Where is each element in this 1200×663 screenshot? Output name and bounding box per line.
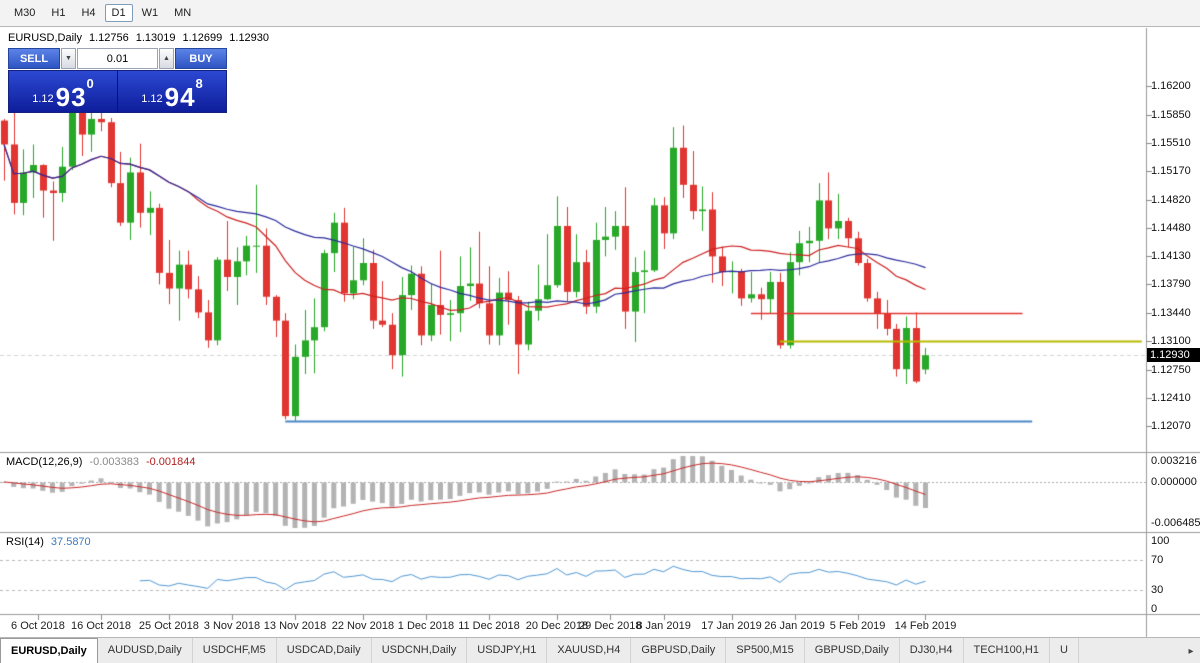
caret-up-icon: ▲ <box>163 55 170 62</box>
close-value: 1.12930 <box>229 32 270 44</box>
chart-tab-bar: EURUSD,Daily AUDUSD,Daily USDCHF,M5 USDCAD,… <box>0 637 1200 663</box>
chart-tab-tech100-h1[interactable]: TECH100,H1 <box>964 638 1050 663</box>
macd-name: MACD(12,26,9) <box>6 456 83 468</box>
buy-button[interactable]: BUY <box>175 48 227 69</box>
chart-tab-usdchf-m5[interactable]: USDCHF,M5 <box>193 638 277 663</box>
buy-price-sup: 8 <box>195 76 203 91</box>
tab-scroll-right-button[interactable]: ▸ <box>1183 642 1199 660</box>
sell-button[interactable]: SELL <box>8 48 60 69</box>
timeframe-button-mn[interactable]: MN <box>167 4 198 22</box>
rsi-value: 37.5870 <box>50 536 91 548</box>
chart-tab-gbpusd-daily[interactable]: GBPUSD,Daily <box>805 638 900 663</box>
chart-tab-sp500-m15[interactable]: SP500,M15 <box>726 638 805 663</box>
low-value: 1.12699 <box>182 32 223 44</box>
buy-price-prefix: 1.12 <box>141 93 163 105</box>
chart-ohlc-header: EURUSD,Daily 1.12756 1.13019 1.12699 1.1… <box>8 32 269 44</box>
trade-prices-row: 1.12 93 0 1.12 94 8 <box>8 70 227 113</box>
sell-price-big: 93 <box>55 82 87 112</box>
chart-tab-gbpusd-daily[interactable]: GBPUSD,Daily <box>631 638 727 663</box>
timeframe-button-w1[interactable]: W1 <box>135 4 166 22</box>
one-click-trading-panel: SELL ▼ ▲ BUY 1.12 93 0 1.12 94 8 <box>8 48 227 113</box>
chart-tab-usdcnh-daily[interactable]: USDCNH,Daily <box>372 638 468 663</box>
volume-increase-button[interactable]: ▲ <box>159 48 174 69</box>
open-value: 1.12756 <box>88 32 129 44</box>
rsi-name: RSI(14) <box>6 536 44 548</box>
macd-signal-value: -0.001844 <box>145 456 196 468</box>
timeframe-button-d1[interactable]: D1 <box>104 4 133 22</box>
sell-price-prefix: 1.12 <box>32 93 54 105</box>
timeframe-button-h4[interactable]: H4 <box>74 4 102 22</box>
buy-price-big: 94 <box>164 82 196 112</box>
chart-tab-eurusd-daily[interactable]: EURUSD,Daily <box>0 638 98 663</box>
chart-symbol-label: EURUSD,Daily <box>8 32 82 44</box>
sell-price-sup: 0 <box>86 76 94 91</box>
chart-tab-usdcad-daily[interactable]: USDCAD,Daily <box>277 638 372 663</box>
high-value: 1.13019 <box>135 32 176 44</box>
macd-indicator-label: MACD(12,26,9) -0.003383 -0.001844 <box>6 456 196 468</box>
sell-price-display[interactable]: 1.12 93 0 <box>9 71 118 112</box>
trade-controls-row: SELL ▼ ▲ BUY <box>8 48 227 69</box>
timeframe-button-m30[interactable]: M30 <box>7 4 42 22</box>
timeframe-button-h1[interactable]: H1 <box>44 4 72 22</box>
timeframe-toolbar: M30 H1 H4 D1 W1 MN <box>0 0 1200 27</box>
caret-down-icon: ▼ <box>65 55 72 62</box>
chart-tab-xauusd-h4[interactable]: XAUUSD,H4 <box>547 638 632 663</box>
macd-main-value: -0.003383 <box>89 456 139 468</box>
chart-tab-dj30-h4[interactable]: DJ30,H4 <box>900 638 964 663</box>
volume-input[interactable] <box>77 48 158 69</box>
volume-decrease-button[interactable]: ▼ <box>61 48 76 69</box>
buy-price-display[interactable]: 1.12 94 8 <box>118 71 226 112</box>
chart-tab-audusd-daily[interactable]: AUDUSD,Daily <box>98 638 193 663</box>
rsi-indicator-label: RSI(14) 37.5870 <box>6 536 91 548</box>
chart-tab-u[interactable]: U <box>1050 638 1079 663</box>
chart-tab-usdjpy-h1[interactable]: USDJPY,H1 <box>467 638 548 663</box>
